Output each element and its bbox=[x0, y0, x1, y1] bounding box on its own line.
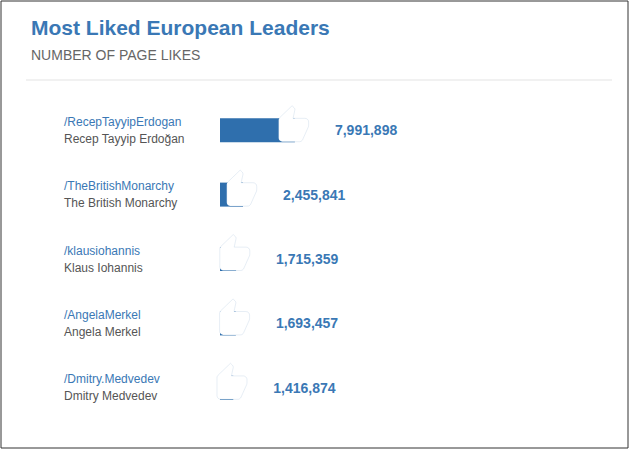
svg-text:Recep Tayyip Erdoğan: Recep Tayyip Erdoğan bbox=[64, 132, 185, 146]
svg-text:The British Monarchy: The British Monarchy bbox=[64, 196, 177, 210]
svg-text:Most Liked European Leaders: Most Liked European Leaders bbox=[31, 16, 330, 39]
svg-text:2,455,841: 2,455,841 bbox=[283, 187, 345, 203]
svg-text:Klaus Iohannis: Klaus Iohannis bbox=[64, 261, 143, 275]
svg-text:Angela Merkel: Angela Merkel bbox=[64, 325, 141, 339]
svg-text:1,715,359: 1,715,359 bbox=[276, 251, 338, 267]
svg-text:Dmitry Medvedev: Dmitry Medvedev bbox=[64, 389, 157, 403]
svg-text:/RecepTayyipErdogan: /RecepTayyipErdogan bbox=[64, 115, 181, 129]
svg-text:/TheBritishMonarchy: /TheBritishMonarchy bbox=[64, 179, 174, 193]
svg-text:/Dmitry.Medvedev: /Dmitry.Medvedev bbox=[64, 372, 160, 386]
svg-text:NUMBER OF PAGE LIKES: NUMBER OF PAGE LIKES bbox=[31, 47, 200, 63]
svg-text:7,991,898: 7,991,898 bbox=[335, 122, 397, 138]
svg-text:1,693,457: 1,693,457 bbox=[276, 315, 338, 331]
svg-text:/AngelaMerkel: /AngelaMerkel bbox=[64, 308, 141, 322]
svg-text:/klausiohannis: /klausiohannis bbox=[64, 244, 140, 258]
svg-text:1,416,874: 1,416,874 bbox=[273, 380, 335, 396]
